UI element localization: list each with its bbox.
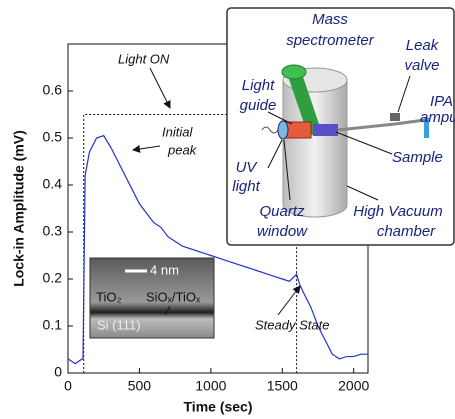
steady-state-label: Steady State (255, 317, 329, 332)
pointer (283, 139, 291, 201)
schematic-label: ampule (420, 109, 455, 126)
layer-label: TiO₂ (96, 289, 122, 304)
pointer (267, 111, 293, 125)
x-axis-title: Time (sec) (184, 399, 253, 415)
schematic-label: valve (404, 57, 439, 74)
x-tick-label: 2000 (338, 378, 369, 394)
chamber (282, 80, 348, 218)
y-tick-label: 0 (54, 364, 62, 380)
y-tick-label: 0.3 (43, 223, 63, 239)
tem-inset: 4 nm TiO₂ SiOₓ/TiOₓ Si (111) (89, 257, 215, 339)
scale-label: 4 nm (150, 262, 179, 277)
schematic-label: Mass (312, 11, 348, 28)
y-tick-label: 0.2 (43, 270, 63, 286)
schematic-label: Leak (406, 37, 440, 54)
initial-peak-label: peak (167, 142, 198, 157)
pointer (267, 139, 283, 169)
x-tick-label: 500 (128, 378, 152, 394)
y-tick-label: 0.1 (43, 317, 63, 333)
arrow (277, 285, 301, 316)
x-tick-label: 0 (64, 378, 72, 394)
quartz-window (277, 120, 289, 140)
schematic-label: spectrometer (286, 32, 375, 49)
y-tick-label: 0.6 (43, 82, 63, 98)
schematic-label: High Vacuum (353, 203, 443, 220)
arrow (149, 67, 171, 109)
schematic-label: guide (240, 97, 277, 114)
arrow (132, 145, 161, 153)
schematic-label: Quartz (259, 203, 305, 220)
uv-lamp (261, 126, 279, 134)
schematic-label: Sample (392, 149, 443, 166)
schematic-label: UV (236, 159, 259, 176)
feed-line (337, 122, 396, 132)
ampule (424, 118, 429, 138)
pointer (397, 75, 411, 113)
schematic-label: chamber (377, 223, 436, 240)
layer-label: Si (111) (97, 317, 141, 332)
sample-holder (313, 124, 338, 136)
tem-image (89, 257, 215, 339)
x-tick-label: 1000 (195, 378, 226, 394)
x-tick-label: 1500 (267, 378, 298, 394)
schematic-label: light (232, 178, 260, 195)
pointer (335, 131, 393, 155)
pointer (346, 185, 379, 201)
pointer (164, 305, 171, 316)
light-on-label: Light ON (118, 51, 170, 66)
feed-line (394, 118, 426, 126)
initial-peak-label: Initial (162, 124, 193, 139)
spectrometer-top (281, 64, 307, 80)
spectrometer-tube (289, 71, 320, 135)
schematic-label: Light (242, 77, 275, 94)
plot: 0 0.1 0.2 0.3 0.4 0.5 0.6 0 500 1000 1500 2000 Time … (11, 43, 369, 415)
y-tick-label: 0.4 (43, 176, 63, 192)
y-axis-title: Lock-in Amplitude (mV) (11, 130, 27, 287)
layer-label: SiOₓ/TiOₓ (146, 289, 201, 304)
schematic-inset: Mass spectrometer Leak valve IPA ampule … (226, 7, 455, 246)
schematic-label: IPA (430, 93, 453, 110)
data-line (67, 134, 368, 365)
leak-valve (390, 113, 400, 121)
y-tick-label: 0.5 (43, 129, 63, 145)
schematic-label: window (257, 223, 308, 240)
